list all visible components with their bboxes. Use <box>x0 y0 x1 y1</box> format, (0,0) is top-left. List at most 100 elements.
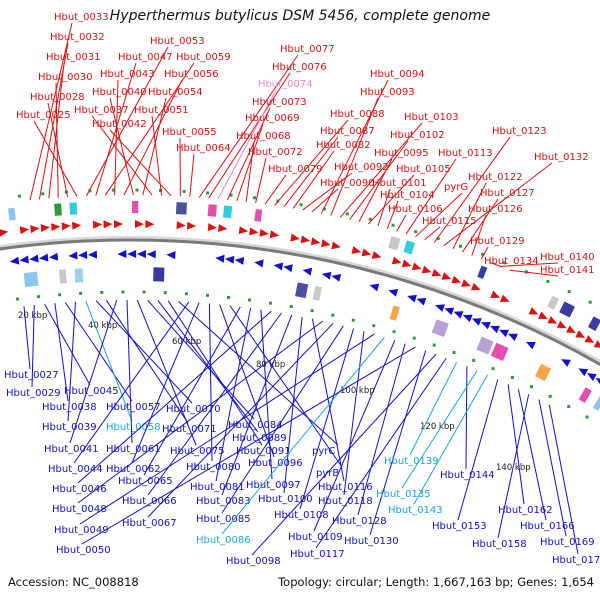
minus-gene-label: Hbut_0045 <box>64 386 119 397</box>
plus-strand-gene <box>461 279 471 287</box>
minus-strand-gene <box>481 322 491 330</box>
minus-strand-gene <box>39 253 49 262</box>
plus-label-leader <box>226 107 271 200</box>
outer-feature-block <box>388 236 401 251</box>
minus-gene-label: Hbut_0027 <box>4 370 59 381</box>
minus-gene-label: Hbut_0162 <box>498 505 553 516</box>
plus-label-leader <box>91 115 153 196</box>
plus-gene-label: Hbut_0087 <box>320 126 375 137</box>
plus-strand-gene <box>51 223 61 232</box>
inner-marker <box>205 293 209 297</box>
backbone-shadow <box>0 236 600 366</box>
inner-marker <box>100 290 104 294</box>
minus-gene-label: Hbut_0158 <box>472 539 527 550</box>
minus-label-leader <box>311 318 345 482</box>
minus-gene-label: Hbut_0177 <box>552 555 600 566</box>
plus-gene-label: Hbut_0055 <box>162 127 217 138</box>
minus-strand-gene <box>117 249 127 258</box>
plus-label-leader <box>198 54 299 198</box>
plus-gene-label: Hbut_0043 <box>100 69 155 80</box>
plus-strand-gene <box>391 256 402 265</box>
outer-feature-block <box>547 295 560 310</box>
minus-strand-gene <box>78 250 88 259</box>
minus-gene-label: Hbut_0100 <box>258 494 313 505</box>
plus-strand-gene <box>575 330 586 338</box>
plus-gene-label: Hbut_0106 <box>388 204 443 215</box>
genome-backbone <box>0 238 600 367</box>
plus-strand-gene <box>310 237 321 246</box>
plus-label-leader <box>85 46 169 197</box>
plus-strand-gene <box>249 227 259 236</box>
minus-strand-gene <box>586 373 597 382</box>
plus-gene-label: Hbut_0101 <box>372 178 427 189</box>
plus-gene-label: Hbut_0076 <box>272 62 327 73</box>
minus-gene-label: Hbut_0057 <box>106 402 161 413</box>
minus-label-leader <box>167 300 263 446</box>
minus-strand-gene <box>471 318 482 326</box>
minus-label-leader <box>69 299 118 444</box>
minus-gene-label: Hbut_0117 <box>290 549 345 560</box>
plus-label-leader <box>509 269 559 277</box>
inner-marker <box>184 292 188 296</box>
minus-label-leader <box>283 316 303 494</box>
minus-label-leader <box>229 305 343 468</box>
inner-marker <box>227 295 231 299</box>
minus-label-leader <box>73 301 190 464</box>
minus-strand-gene <box>561 359 571 367</box>
plus-gene-label: Hbut_0122 <box>468 172 523 183</box>
plus-gene-label: Hbut_0104 <box>380 190 435 201</box>
plus-strand-gene <box>556 320 567 329</box>
inner-marker <box>412 336 416 340</box>
minus-strand-gene <box>19 255 29 264</box>
minus-gene-label: Hbut_0084 <box>228 420 283 431</box>
plus-label-leader <box>386 200 399 229</box>
minus-label-leader <box>215 308 252 482</box>
inner-marker <box>529 385 533 389</box>
plus-label-leader <box>415 192 463 238</box>
outer-marker <box>229 193 233 197</box>
inner-feature-block <box>476 336 494 355</box>
minus-strand-gene <box>369 283 380 292</box>
minus-strand-gene <box>525 341 536 350</box>
minus-label-leader <box>219 304 275 458</box>
plus-label-leader <box>48 62 65 199</box>
plus-gene-label: Hbut_0129 <box>470 236 525 247</box>
outer-feature-block <box>54 203 62 216</box>
plus-gene-label: Hbut_0079 <box>268 164 323 175</box>
minus-label-leader <box>465 366 468 470</box>
plus-gene-label: Hbut_0054 <box>148 87 203 98</box>
plus-strand-gene <box>145 220 155 229</box>
minus-gene-label: Hbut_0066 <box>122 496 177 507</box>
inner-marker <box>491 367 495 371</box>
minus-strand-gene <box>136 250 146 259</box>
minus-strand-gene <box>435 304 445 312</box>
plus-strand-gene <box>103 220 113 229</box>
inner-marker <box>392 330 396 334</box>
plus-strand-gene <box>537 311 548 320</box>
minus-label-leader <box>369 350 427 536</box>
minus-label-leader <box>79 333 375 525</box>
minus-strand-gene <box>146 250 156 259</box>
inner-marker <box>142 290 146 294</box>
plus-gene-label: Hbut_0092 <box>334 162 389 173</box>
outer-feature-block <box>69 202 78 215</box>
minus-label-leader <box>208 303 213 462</box>
outer-marker <box>481 252 485 256</box>
minus-gene-label: Hbut_0049 <box>54 525 109 536</box>
minus-strand-gene <box>9 256 20 265</box>
minus-label-leader <box>357 343 406 516</box>
outer-feature-block <box>403 240 415 255</box>
plus-label-leader <box>109 97 134 196</box>
minus-label-leader <box>401 370 478 489</box>
outer-marker <box>503 261 507 265</box>
minus-gene-label: Hbut_0108 <box>274 510 329 521</box>
minus-gene-label: Hbut_0118 <box>318 496 373 507</box>
outer-marker <box>345 212 349 216</box>
minus-label-leader <box>81 346 416 545</box>
minus-gene-label: Hbut_0085 <box>196 514 251 525</box>
plus-label-leader <box>47 102 69 198</box>
plus-strand-gene <box>371 251 382 259</box>
minus-gene-label: Hbut_0075 <box>170 446 225 457</box>
minus-label-leader <box>54 303 69 402</box>
plus-strand-gene <box>269 230 280 239</box>
